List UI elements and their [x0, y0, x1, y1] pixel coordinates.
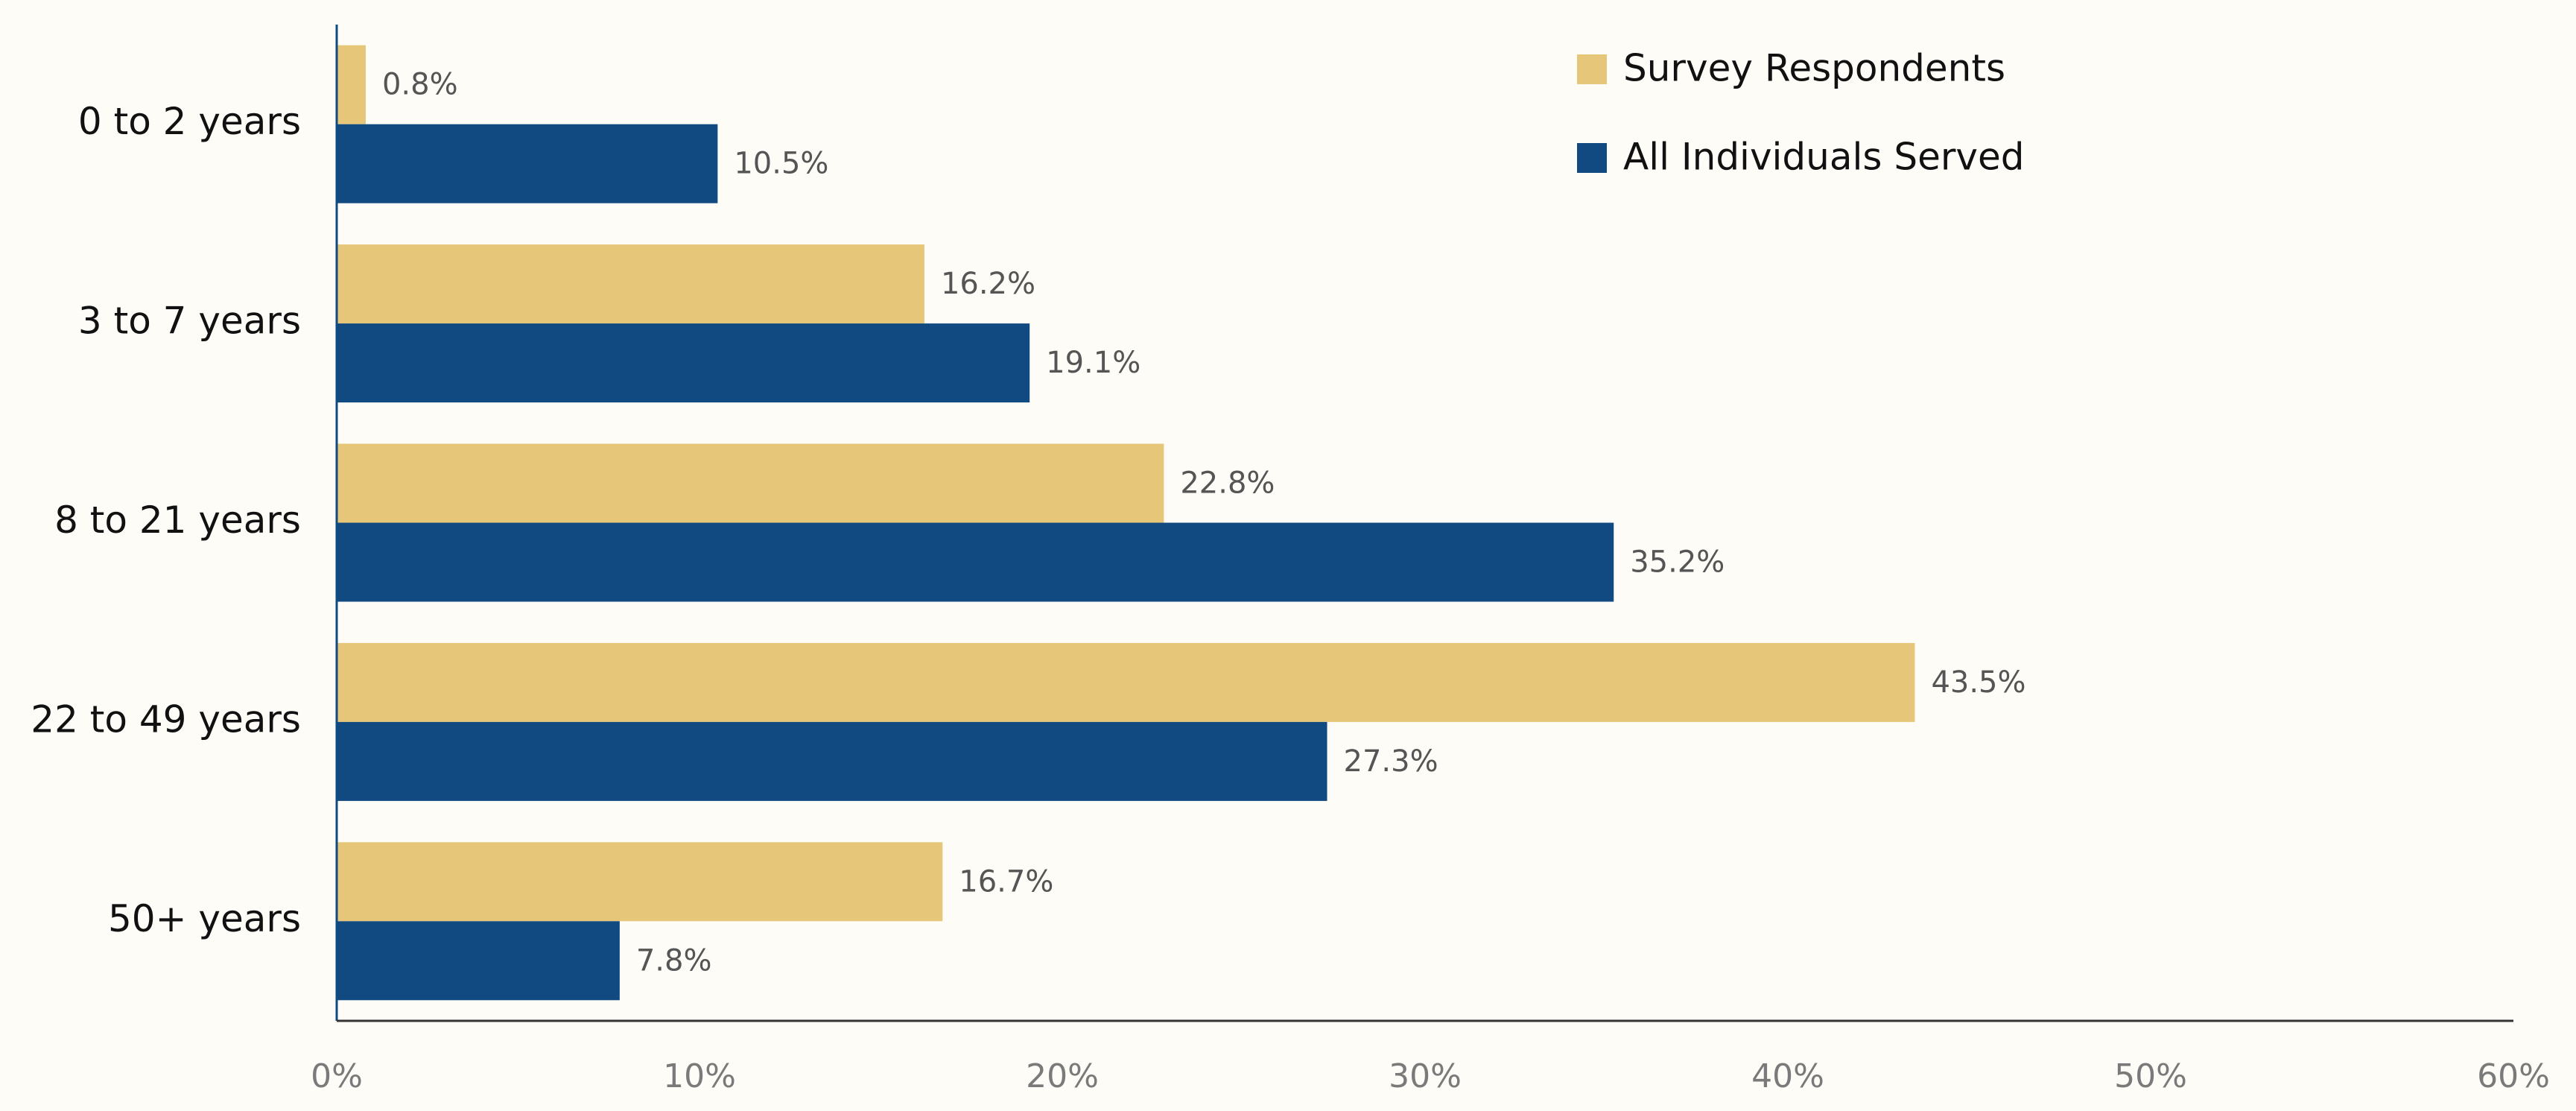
- value-label: 19.1%: [1046, 346, 1141, 380]
- y-tick-label: 8 to 21 years: [54, 498, 301, 542]
- bar: [337, 244, 924, 324]
- bar: [337, 842, 943, 922]
- x-tick-label: 60%: [2477, 1057, 2550, 1095]
- x-tick-label: 40%: [1751, 1057, 1824, 1095]
- y-tick-label: 0 to 2 years: [78, 100, 301, 143]
- x-tick-label: 20%: [1026, 1057, 1099, 1095]
- x-tick-label: 0%: [311, 1057, 363, 1095]
- y-tick-label: 50+ years: [108, 897, 301, 940]
- value-label: 7.8%: [636, 943, 712, 978]
- bar: [337, 642, 1915, 722]
- y-tick-label: 3 to 7 years: [78, 300, 301, 343]
- bar: [337, 45, 366, 124]
- value-label: 22.8%: [1180, 466, 1275, 501]
- bar: [337, 443, 1164, 523]
- x-tick-label: 10%: [663, 1057, 736, 1095]
- bar: [337, 921, 620, 1001]
- bar: [337, 522, 1614, 602]
- x-tick-label: 50%: [2114, 1057, 2187, 1095]
- value-label: 16.2%: [941, 267, 1035, 301]
- value-label: 16.7%: [959, 864, 1053, 899]
- value-label: 10.5%: [734, 147, 828, 181]
- x-tick-label: 30%: [1389, 1057, 1462, 1095]
- value-label: 0.8%: [382, 68, 458, 102]
- legend-label: All Individuals Served: [1623, 136, 2024, 179]
- legend-label: Survey Respondents: [1623, 47, 2005, 90]
- legend-swatch: [1577, 54, 1607, 84]
- value-label: 27.3%: [1344, 744, 1438, 779]
- bar: [337, 323, 1030, 403]
- bar: [337, 721, 1327, 801]
- y-tick-label: 22 to 49 years: [31, 697, 301, 741]
- bar: [337, 124, 718, 203]
- value-label: 35.2%: [1630, 545, 1725, 580]
- legend-swatch: [1577, 143, 1607, 173]
- value-label: 43.5%: [1931, 665, 2025, 700]
